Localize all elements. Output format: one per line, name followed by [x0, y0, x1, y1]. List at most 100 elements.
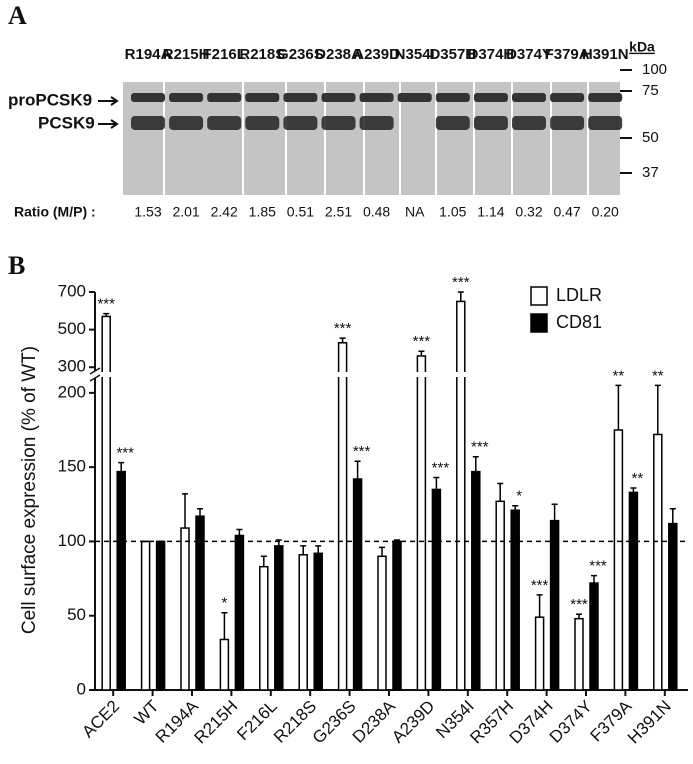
- band: [435, 93, 470, 102]
- significance: **: [652, 367, 664, 384]
- lane-label: D238A: [315, 46, 362, 63]
- axis-break-gap: [415, 372, 428, 377]
- ratio-title: Ratio (M/P) :: [14, 204, 96, 220]
- band: [245, 116, 280, 130]
- band: [359, 93, 394, 102]
- lane-label: R218S: [239, 46, 285, 63]
- bar: [180, 527, 190, 691]
- band: [321, 116, 356, 130]
- x-tick-label: D374Y: [546, 697, 596, 747]
- panel-label: B: [8, 251, 25, 280]
- bar: [219, 638, 230, 691]
- bar: [456, 300, 466, 691]
- bar: [140, 540, 151, 691]
- lane-label: N354I: [395, 46, 435, 63]
- error-bar: [630, 487, 637, 493]
- band: [473, 116, 508, 130]
- y-tick-label: 700: [58, 281, 86, 300]
- ratio: NA: [405, 204, 425, 220]
- y-tick-label: 500: [58, 319, 86, 338]
- band: [550, 93, 585, 102]
- error-bar: [433, 476, 440, 490]
- ratio: 2.01: [172, 204, 199, 220]
- x-tick-label: WT: [130, 697, 162, 729]
- bar: [195, 515, 205, 691]
- bar: [274, 545, 284, 691]
- band: [245, 93, 280, 102]
- significance: ***: [97, 296, 115, 313]
- error-bar: [379, 546, 385, 557]
- band: [550, 116, 585, 130]
- y-axis-label: Cell surface expression (% of WT): [19, 346, 40, 634]
- ratio: 0.32: [515, 204, 542, 220]
- bar: [534, 616, 545, 691]
- band: [169, 116, 204, 130]
- kda-marker: 75: [642, 82, 659, 99]
- lane-label: F216L: [203, 46, 246, 63]
- bar: [431, 488, 442, 691]
- error-bar: [300, 545, 307, 555]
- lane-label: R194A: [125, 46, 172, 63]
- bar: [416, 355, 427, 691]
- error-bar: [103, 312, 110, 317]
- bar: [613, 429, 624, 691]
- error-bar: [315, 545, 322, 554]
- bar: [352, 478, 363, 691]
- band: [283, 116, 318, 130]
- lane-label: G236S: [277, 46, 324, 63]
- error-bar: [615, 384, 622, 430]
- band: [283, 93, 318, 102]
- significance: ***: [589, 558, 607, 575]
- significance: ***: [413, 333, 431, 350]
- significance: **: [632, 470, 644, 487]
- band: [397, 93, 432, 102]
- bar: [298, 554, 308, 691]
- bar: [589, 582, 599, 691]
- bar: [574, 617, 584, 691]
- legend-swatch: [530, 286, 548, 306]
- axis-break: [89, 367, 101, 382]
- bar: [116, 470, 126, 691]
- band: [512, 93, 546, 102]
- band: [131, 93, 165, 102]
- error-bar: [512, 505, 519, 511]
- x-tick-label: D374H: [506, 697, 557, 748]
- lane-label: A239D: [353, 46, 400, 63]
- lane-label: D374Y: [506, 46, 552, 63]
- ratio: 0.48: [363, 204, 390, 220]
- band: [588, 116, 623, 130]
- band: [473, 93, 508, 102]
- x-tick-label: D238A: [349, 696, 400, 747]
- band: [359, 116, 394, 130]
- band: [207, 116, 242, 130]
- bar: [392, 540, 402, 691]
- error-bar: [497, 482, 504, 502]
- panel-label: A: [8, 1, 27, 30]
- lane-label: F379A: [545, 46, 590, 63]
- band: [131, 116, 165, 130]
- ratio: 1.05: [439, 204, 466, 220]
- arrows: [98, 96, 119, 129]
- error-bar: [182, 493, 188, 529]
- bar: [653, 433, 663, 691]
- kda-marker: 50: [642, 129, 659, 146]
- ratio: 2.42: [211, 204, 238, 220]
- lane-label: H391N: [582, 46, 629, 63]
- y-tick-label: 300: [58, 357, 86, 376]
- significance: ***: [471, 439, 489, 456]
- significance: ***: [432, 460, 450, 477]
- bar: [668, 522, 678, 691]
- x-tick-label: R215H: [191, 697, 242, 748]
- x-tick-label: A239D: [388, 697, 438, 747]
- error-bar: [221, 611, 228, 640]
- lane-label: D374H: [468, 46, 515, 63]
- significance: ***: [570, 596, 588, 613]
- lane-label: D357H: [429, 46, 476, 63]
- bar: [259, 565, 269, 691]
- x-tick-label: H391N: [624, 697, 675, 748]
- error-bar: [260, 555, 267, 567]
- ratio: 1.85: [249, 204, 276, 220]
- bar: [337, 342, 348, 691]
- ratio: 2.51: [325, 204, 352, 220]
